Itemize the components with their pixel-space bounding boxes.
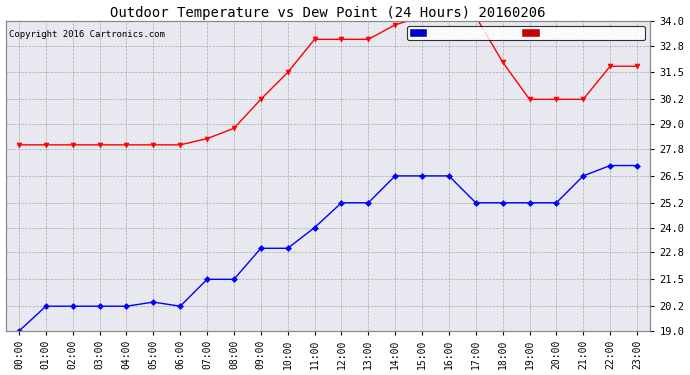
Title: Outdoor Temperature vs Dew Point (24 Hours) 20160206: Outdoor Temperature vs Dew Point (24 Hou… (110, 6, 546, 20)
Legend: Dew Point (°F), Temperature (°F): Dew Point (°F), Temperature (°F) (406, 26, 645, 40)
Text: Copyright 2016 Cartronics.com: Copyright 2016 Cartronics.com (9, 30, 165, 39)
